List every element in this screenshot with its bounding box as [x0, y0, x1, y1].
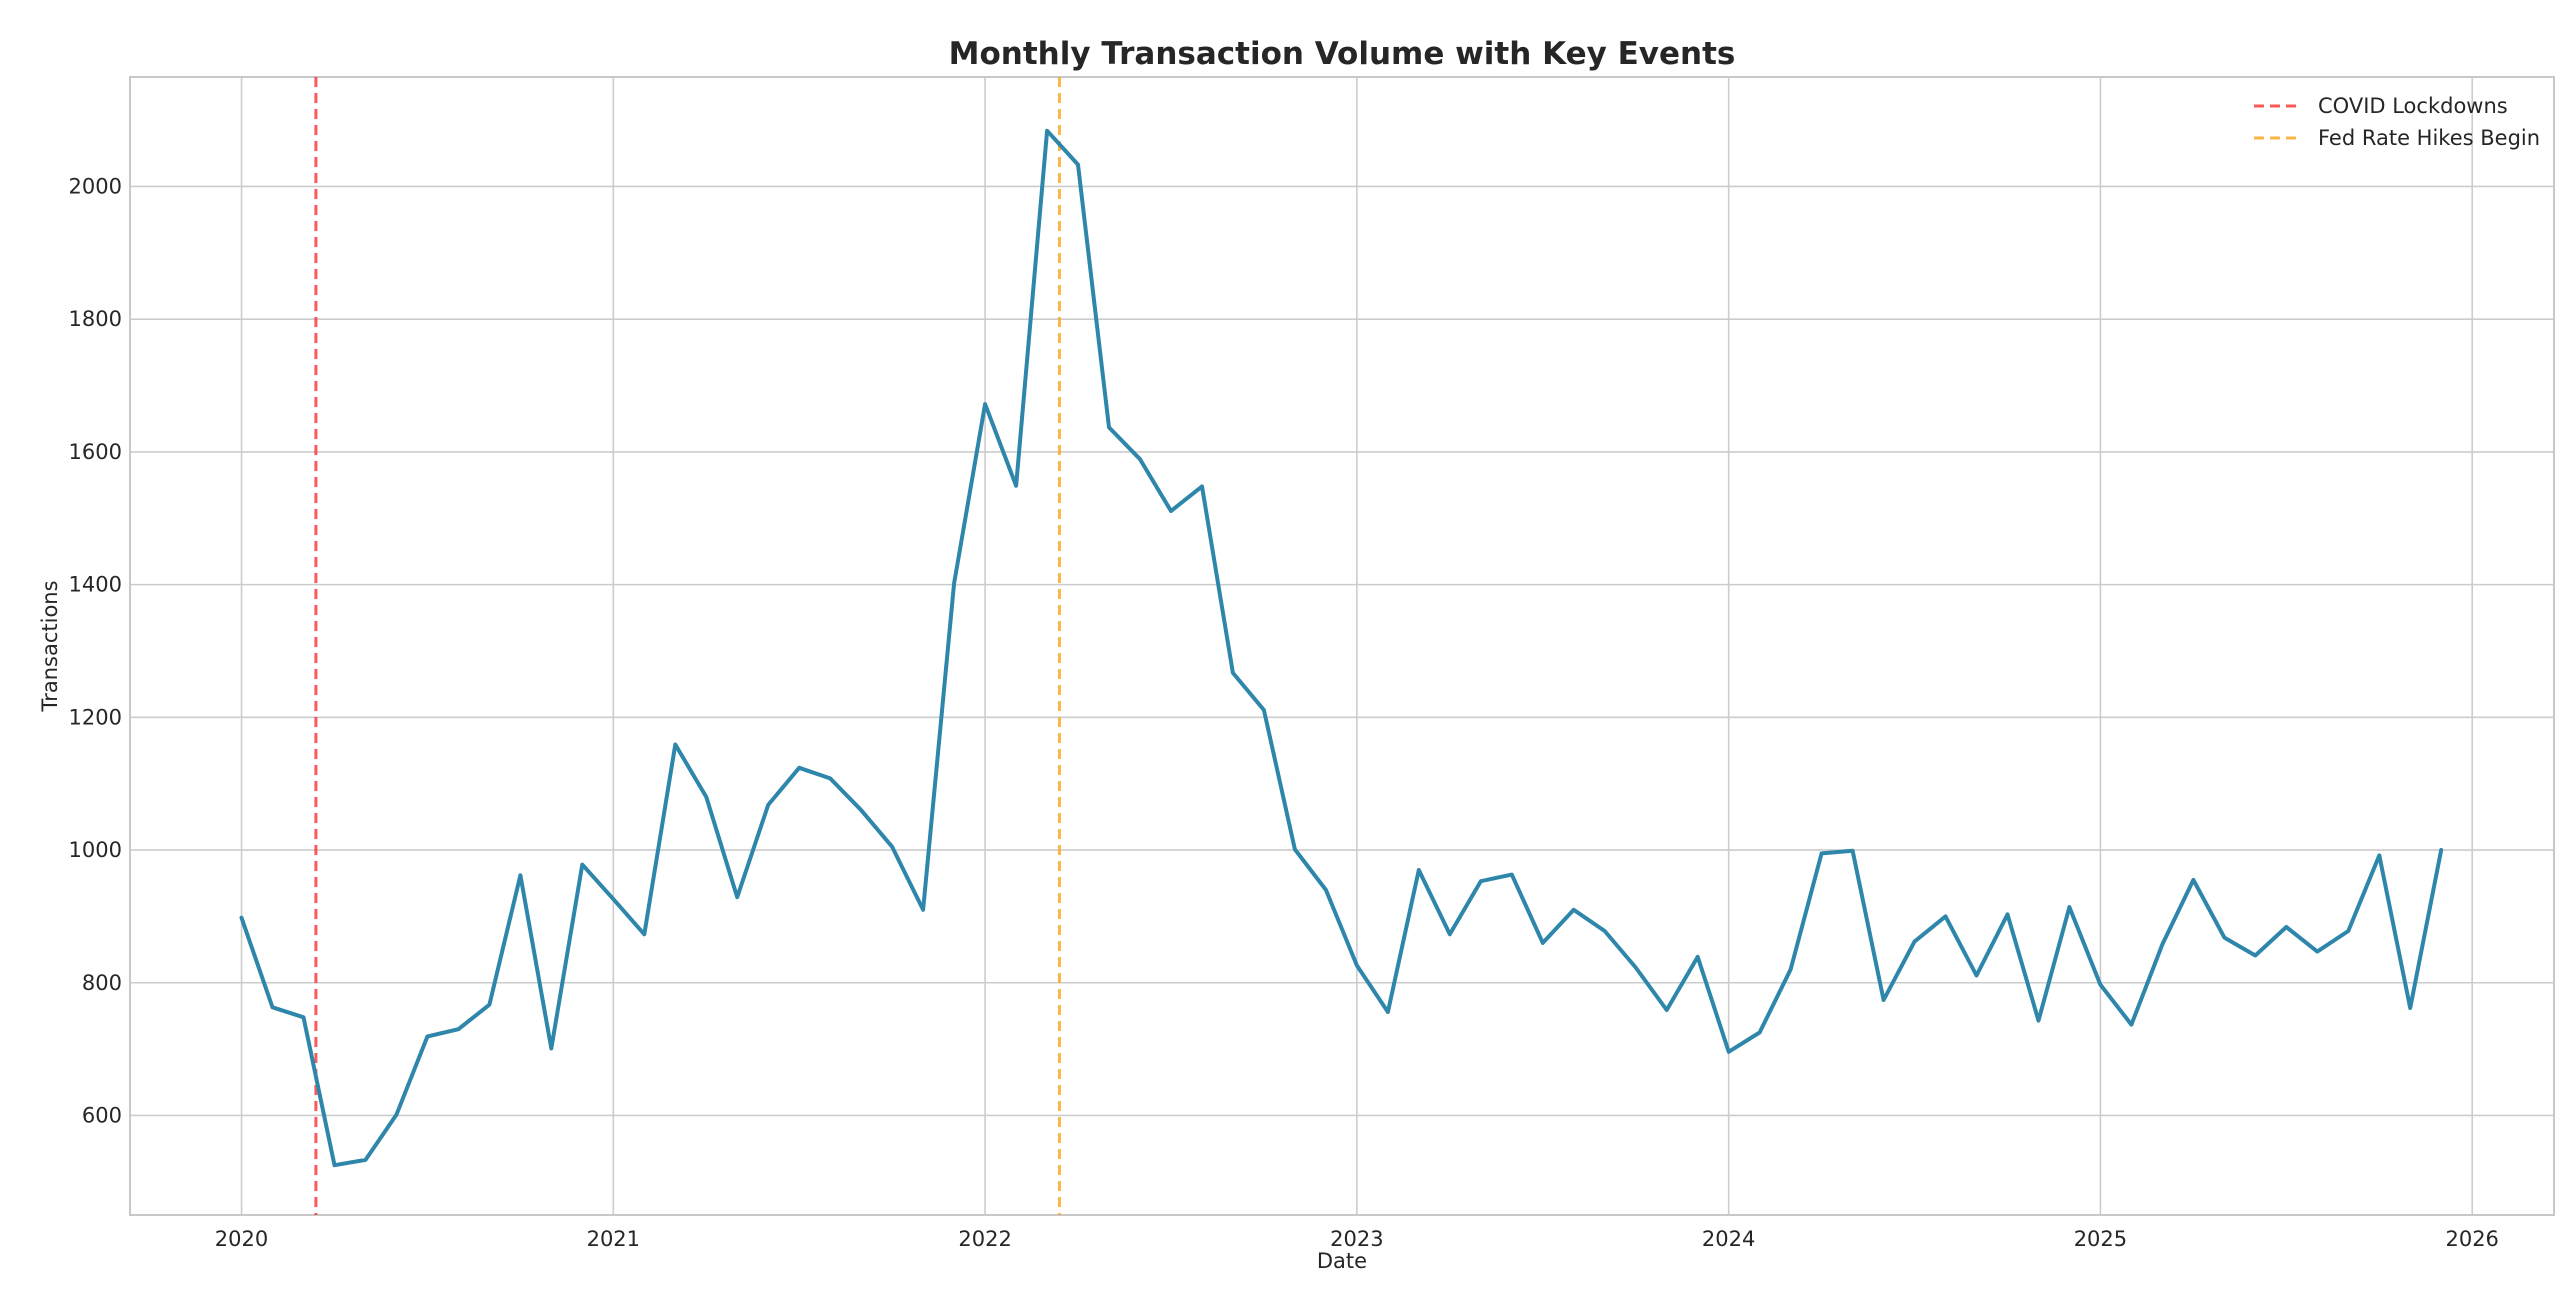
plot-frame: [129, 76, 2555, 1216]
x-tick-label: 2020: [215, 1227, 268, 1251]
y-tick-label: 1400: [69, 573, 122, 597]
y-tick-label: 1000: [69, 838, 122, 862]
x-tick-label: 2023: [1330, 1227, 1383, 1251]
x-tick-label: 2022: [958, 1227, 1011, 1251]
x-tick-label: 2026: [2445, 1227, 2498, 1251]
event-lines: [314, 77, 1061, 1215]
y-tick-label: 800: [82, 971, 122, 995]
x-tick-label: 2021: [587, 1227, 640, 1251]
series-layer: [239, 128, 2444, 1168]
x-tick-label: 2025: [2074, 1227, 2127, 1251]
x-axis-label: Date: [1317, 1249, 1367, 1273]
x-tick-label: 2024: [1702, 1227, 1755, 1251]
tick-labels: 2020 2021 2022 2023 2024 2025 2026 600 800 1000 12…: [69, 174, 2499, 1251]
legend-label-covid-lockdowns: COVID Lockdowns: [2318, 94, 2508, 118]
y-tick-label: 1600: [69, 440, 122, 464]
legend-label-fed-rate-hikes: Fed Rate Hikes Begin: [2318, 126, 2540, 150]
y-tick-label: 1800: [69, 307, 122, 331]
legend: COVID Lockdowns Fed Rate Hikes Begin: [2254, 94, 2540, 150]
series-line-transactions: [239, 128, 2444, 1168]
chart-title: Monthly Transaction Volume with Key Even…: [949, 36, 1736, 72]
y-tick-label: 600: [82, 1103, 122, 1127]
y-tick-label: 1200: [69, 705, 122, 729]
grid-layer: [130, 77, 2554, 1215]
y-axis-label: Transactions: [38, 580, 62, 712]
y-tick-label: 2000: [69, 174, 122, 198]
